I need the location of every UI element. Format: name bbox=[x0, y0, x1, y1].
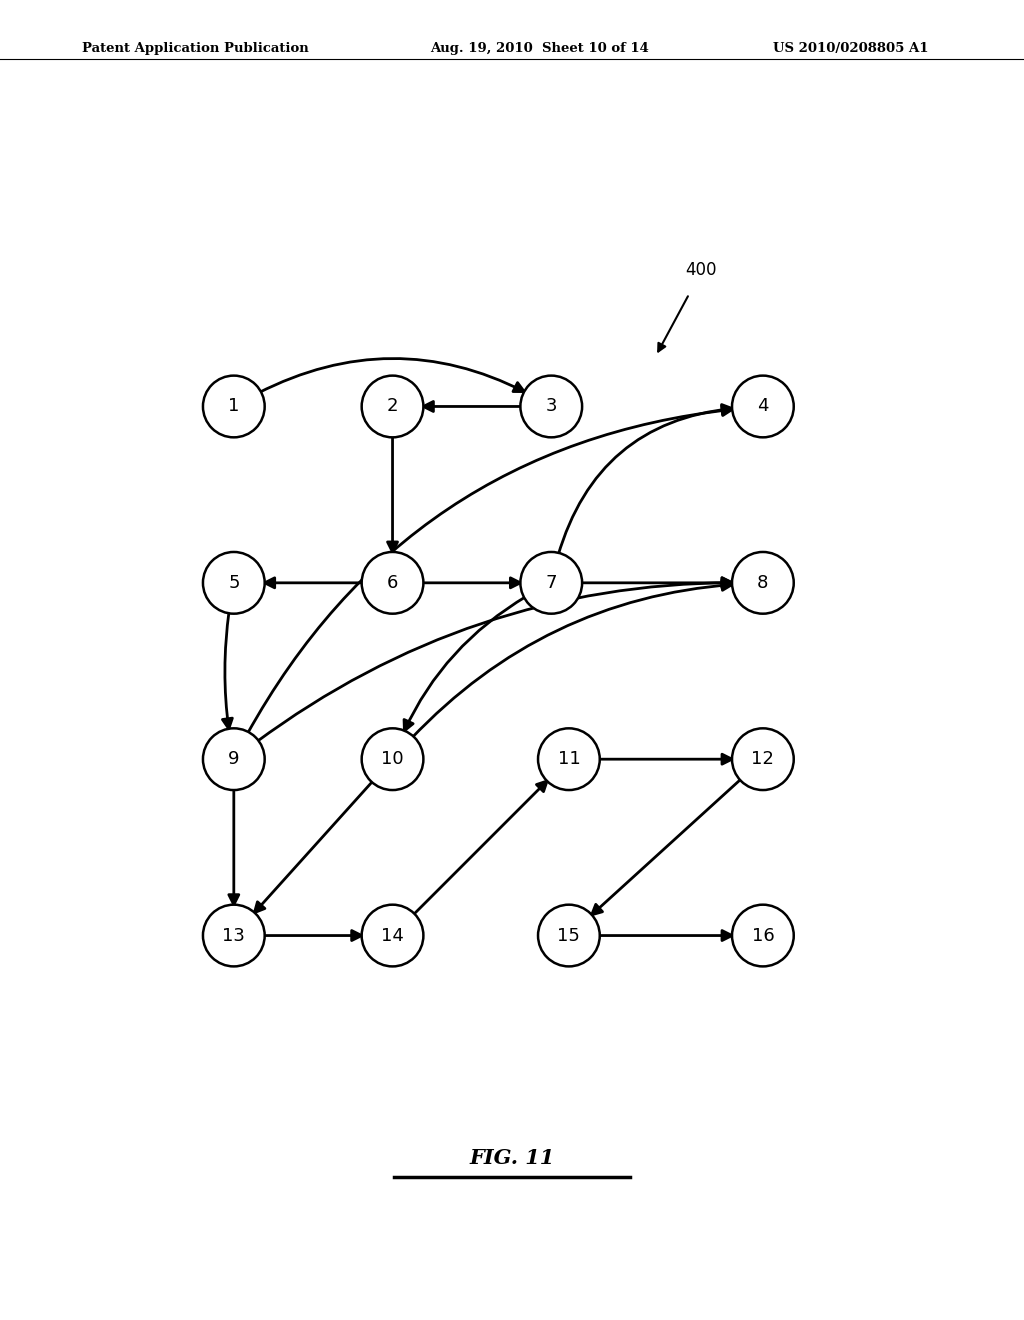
Text: 1: 1 bbox=[228, 397, 240, 416]
Text: 6: 6 bbox=[387, 574, 398, 591]
Circle shape bbox=[538, 904, 600, 966]
Circle shape bbox=[361, 552, 423, 614]
Circle shape bbox=[203, 376, 264, 437]
Circle shape bbox=[203, 552, 264, 614]
Text: 2: 2 bbox=[387, 397, 398, 416]
Circle shape bbox=[732, 904, 794, 966]
Text: 400: 400 bbox=[685, 260, 717, 279]
Text: 10: 10 bbox=[381, 750, 403, 768]
Text: FIG. 11: FIG. 11 bbox=[469, 1148, 555, 1168]
Text: 14: 14 bbox=[381, 927, 404, 945]
Text: 9: 9 bbox=[228, 750, 240, 768]
Circle shape bbox=[732, 729, 794, 791]
Circle shape bbox=[732, 376, 794, 437]
Circle shape bbox=[361, 729, 423, 791]
Text: 15: 15 bbox=[557, 927, 581, 945]
Circle shape bbox=[520, 552, 582, 614]
Text: 16: 16 bbox=[752, 927, 774, 945]
Circle shape bbox=[203, 729, 264, 791]
Text: 3: 3 bbox=[546, 397, 557, 416]
Text: Aug. 19, 2010  Sheet 10 of 14: Aug. 19, 2010 Sheet 10 of 14 bbox=[430, 42, 649, 55]
Text: US 2010/0208805 A1: US 2010/0208805 A1 bbox=[773, 42, 929, 55]
Circle shape bbox=[361, 904, 423, 966]
Text: 5: 5 bbox=[228, 574, 240, 591]
Text: 11: 11 bbox=[557, 750, 581, 768]
Text: 7: 7 bbox=[546, 574, 557, 591]
Text: 13: 13 bbox=[222, 927, 246, 945]
Circle shape bbox=[520, 376, 582, 437]
Circle shape bbox=[203, 904, 264, 966]
Text: 8: 8 bbox=[757, 574, 769, 591]
Text: 4: 4 bbox=[757, 397, 769, 416]
Text: Patent Application Publication: Patent Application Publication bbox=[82, 42, 308, 55]
Circle shape bbox=[538, 729, 600, 791]
Circle shape bbox=[361, 376, 423, 437]
Circle shape bbox=[732, 552, 794, 614]
Text: 12: 12 bbox=[752, 750, 774, 768]
